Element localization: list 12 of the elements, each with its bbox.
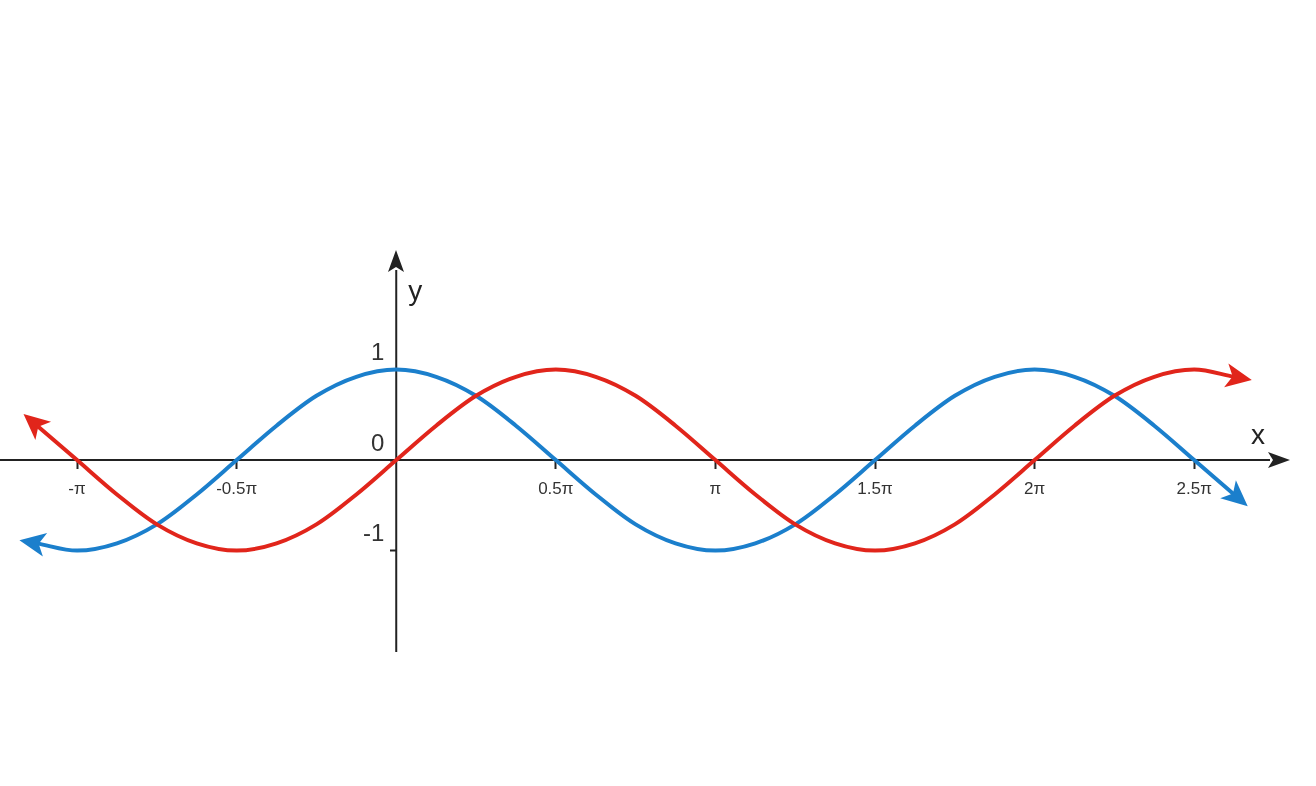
x-tick-label: π [709,478,722,498]
y-tick-label: 0 [370,428,385,456]
y-tick-label: -1 [362,519,385,547]
x-tick-label: -π [68,478,86,498]
x-tick-label: -0.5π [216,478,258,498]
y-tick-label: 1 [370,338,385,366]
y-axis-title: y [408,274,423,306]
x-tick-label: 1.5π [857,478,893,498]
x-tick-label: 2π [1024,478,1046,498]
x-tick-label: 2.5π [1176,478,1212,498]
x-tick-label: 0.5π [538,478,574,498]
x-axis-title: x [1251,418,1265,450]
